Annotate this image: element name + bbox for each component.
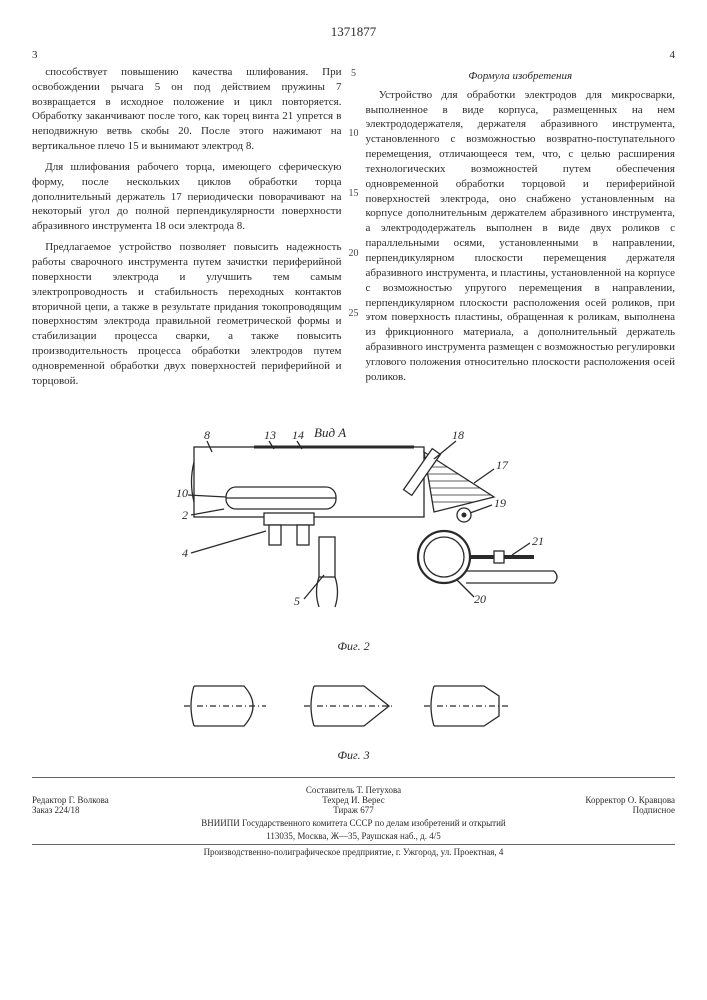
claim-para: Устройство для обработки электродов для … <box>366 88 676 385</box>
figure-3-block: Фиг. 3 <box>32 666 675 763</box>
line-num-10: 10 <box>349 122 359 182</box>
page: 1371877 3 способствует повышению качеств… <box>0 0 707 1000</box>
line-num-20: 20 <box>349 242 359 302</box>
credits-compiler: Составитель Т. Петухова <box>32 785 675 795</box>
para-2: Для шлифования рабочего торца, имеющего … <box>32 160 342 234</box>
svg-text:21: 21 <box>532 534 544 548</box>
page-num-right: 4 <box>366 48 676 63</box>
para-3: Предлагаемое устройство позволяет повыси… <box>32 240 342 388</box>
svg-text:2: 2 <box>182 508 188 522</box>
credits-order: Заказ 224/18 <box>32 805 246 815</box>
line-num-5: 5 <box>349 62 359 122</box>
column-left: 3 способствует повышению качества шлифов… <box>32 48 342 395</box>
fig2-view-label: Вид А <box>314 425 346 440</box>
para-1: способствует повышению качества шлифован… <box>32 65 342 154</box>
column-right: 4 Формула изобретения Устройство для обр… <box>366 48 676 395</box>
line-num-15: 15 <box>349 182 359 242</box>
credits-block: Составитель Т. Петухова Редактор Г. Волк… <box>32 777 675 857</box>
svg-text:18: 18 <box>452 428 464 442</box>
credits-org2: 113035, Москва, Ж—35, Раушская наб., д. … <box>32 831 675 841</box>
svg-text:8: 8 <box>204 428 210 442</box>
credits-org1: ВНИИПИ Государственного комитета СССР по… <box>32 818 675 828</box>
credits-editor: Редактор Г. Волкова <box>32 795 246 805</box>
figure-3-svg <box>174 666 534 746</box>
credits-tech: Техред И. Верес <box>246 795 460 805</box>
credits-row-2: Заказ 224/18 Тираж 677 Подписное <box>32 805 675 815</box>
svg-text:19: 19 <box>494 496 506 510</box>
fig2-caption: Фиг. 2 <box>32 639 675 654</box>
credits-corrector: Корректор О. Кравцова <box>461 795 675 805</box>
svg-text:20: 20 <box>474 592 486 606</box>
fig3-caption: Фиг. 3 <box>32 748 675 763</box>
svg-text:17: 17 <box>496 458 509 472</box>
page-num-left: 3 <box>32 48 342 63</box>
credits-tiraz: Тираж 677 <box>246 805 460 815</box>
figure-2-svg: Вид А 8 13 14 <box>134 407 574 637</box>
svg-text:13: 13 <box>264 428 276 442</box>
svg-text:4: 4 <box>182 546 188 560</box>
credits-org3: Производственно-полиграфическое предприя… <box>32 844 675 857</box>
formula-title: Формула изобретения <box>366 69 676 84</box>
svg-text:10: 10 <box>176 486 188 500</box>
credits-sign: Подписное <box>461 805 675 815</box>
patent-number: 1371877 <box>32 24 675 40</box>
line-numbers: 5 10 15 20 25 <box>349 62 359 362</box>
line-num-25: 25 <box>349 302 359 362</box>
svg-text:14: 14 <box>292 428 304 442</box>
figure-2-block: Вид А 8 13 14 <box>32 407 675 654</box>
credits-row-1: Редактор Г. Волкова Техред И. Верес Корр… <box>32 795 675 805</box>
svg-text:5: 5 <box>294 594 300 608</box>
